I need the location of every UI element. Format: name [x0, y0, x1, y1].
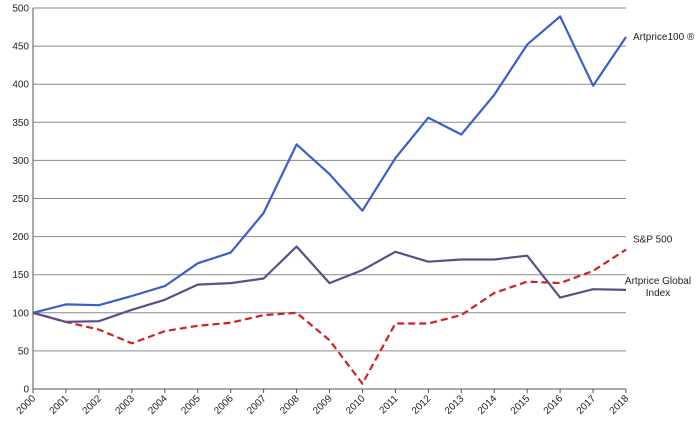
y-tick-label: 250 — [12, 194, 29, 205]
series-labels: Artprice100 ® S&P 500 Artprice Global Index — [625, 32, 695, 299]
x-tick-label: 2018 — [608, 393, 632, 417]
series-lines — [32, 15, 627, 385]
x-tick-label: 2000 — [15, 393, 39, 417]
series-label-2: S&P 500 — [633, 235, 673, 246]
y-tick-label: 0 — [23, 385, 29, 396]
series-line-1 — [32, 15, 627, 314]
series-label-3: Artprice Global Index — [625, 276, 691, 299]
axes — [32, 8, 627, 393]
y-tick-label: 300 — [12, 156, 29, 167]
x-tick-labels: 2000 2001 2002 2003 2004 2005 2006 2007 2008 2009… — [15, 393, 632, 417]
y-tick-label: 200 — [12, 232, 29, 243]
y-tick-label: 450 — [12, 42, 29, 53]
x-tick-label: 2005 — [179, 393, 203, 417]
x-tick-label: 2004 — [146, 393, 170, 417]
y-tick-label: 350 — [12, 118, 29, 129]
x-tick-label: 2003 — [113, 393, 137, 417]
x-tick-label: 2015 — [509, 393, 533, 417]
x-tick-label: 2012 — [410, 393, 434, 417]
x-tick-label: 2010 — [344, 393, 368, 417]
x-tick-label: 2013 — [443, 393, 467, 417]
y-tick-label: 150 — [12, 270, 29, 281]
series-label-1: Artprice100 ® — [633, 32, 695, 43]
x-tick-label: 2008 — [278, 393, 302, 417]
x-tick-label: 2014 — [476, 393, 500, 417]
y-tick-label: 100 — [12, 308, 29, 319]
series-line-2 — [32, 248, 627, 385]
x-tick-label: 2016 — [542, 393, 566, 417]
x-tick-label: 2017 — [575, 393, 599, 417]
x-tick-label: 2009 — [311, 393, 335, 417]
x-tick-label: 2001 — [48, 393, 72, 417]
gridlines — [33, 7, 626, 390]
x-tick-label: 2011 — [378, 393, 401, 416]
y-tick-label: 50 — [18, 346, 30, 357]
x-tick-label: 2002 — [80, 393, 104, 417]
x-tick-label: 2006 — [212, 393, 236, 417]
x-tick-label: 2007 — [245, 393, 269, 417]
y-tick-labels: 0 50 100 150 200 250 300 350 400 450 500 — [12, 4, 29, 396]
y-tick-label: 400 — [12, 80, 29, 91]
series-line-3 — [32, 245, 627, 323]
y-tick-label: 500 — [12, 4, 29, 15]
